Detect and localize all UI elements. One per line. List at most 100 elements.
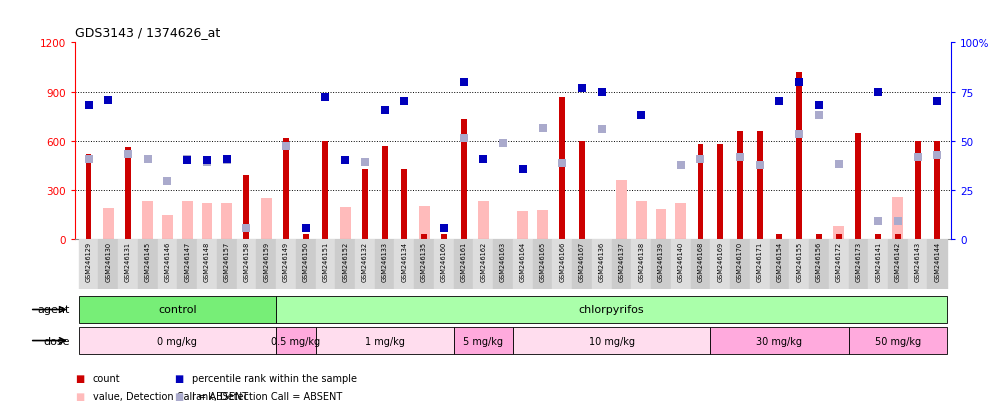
Bar [612, 240, 631, 289]
Text: count: count [93, 373, 121, 383]
Bar [283, 138, 289, 240]
Bar [142, 202, 153, 240]
Text: GSM246169: GSM246169 [717, 241, 723, 281]
Text: GSM246165: GSM246165 [540, 241, 546, 281]
Bar [836, 235, 842, 240]
Bar [217, 240, 237, 289]
Text: GSM246157: GSM246157 [224, 241, 230, 281]
Text: GSM246172: GSM246172 [836, 241, 842, 281]
Bar [276, 328, 316, 354]
Bar [401, 169, 407, 240]
Bar [690, 240, 710, 289]
Bar [875, 235, 881, 240]
Bar [340, 208, 351, 240]
Text: GSM246151: GSM246151 [323, 241, 329, 281]
Bar [572, 240, 592, 289]
Text: GDS3143 / 1374626_at: GDS3143 / 1374626_at [75, 26, 220, 39]
Text: GSM246161: GSM246161 [460, 241, 466, 281]
Text: agent: agent [37, 305, 70, 315]
Text: rank, Detection Call = ABSENT: rank, Detection Call = ABSENT [192, 392, 343, 401]
Bar [829, 240, 849, 289]
Text: GSM246167: GSM246167 [579, 241, 585, 281]
Bar [137, 240, 157, 289]
Text: value, Detection Call = ABSENT: value, Detection Call = ABSENT [93, 392, 248, 401]
Text: control: control [158, 305, 196, 315]
Text: 10 mg/kg: 10 mg/kg [589, 336, 634, 346]
Bar [849, 240, 869, 289]
Text: GSM246131: GSM246131 [125, 241, 131, 281]
Text: 0 mg/kg: 0 mg/kg [157, 336, 197, 346]
Text: ■: ■ [75, 392, 84, 401]
Bar [750, 240, 770, 289]
Text: chlorpyrifos: chlorpyrifos [579, 305, 644, 315]
Bar [856, 133, 862, 240]
Bar [323, 141, 329, 240]
Text: GSM246143: GSM246143 [914, 241, 920, 281]
Text: GSM246146: GSM246146 [164, 241, 170, 281]
Text: GSM246159: GSM246159 [263, 241, 269, 281]
Bar [675, 204, 686, 240]
Bar [655, 209, 666, 240]
Bar [125, 148, 130, 240]
Text: GSM246150: GSM246150 [303, 241, 309, 281]
Text: GSM246160: GSM246160 [441, 241, 447, 281]
Bar [86, 154, 92, 240]
Bar [888, 240, 907, 289]
Bar [907, 240, 927, 289]
Bar [355, 240, 374, 289]
Bar [276, 297, 947, 323]
Bar [789, 240, 809, 289]
Bar [478, 202, 489, 240]
Bar [362, 169, 368, 240]
Bar [895, 235, 900, 240]
Bar [119, 240, 137, 289]
Text: GSM246134: GSM246134 [401, 241, 407, 281]
Text: GSM246171: GSM246171 [757, 241, 763, 281]
Bar [182, 202, 192, 240]
Bar [454, 240, 473, 289]
Text: GSM246147: GSM246147 [184, 241, 190, 281]
Text: percentile rank within the sample: percentile rank within the sample [192, 373, 358, 383]
Bar [261, 199, 272, 240]
Bar [517, 212, 528, 240]
Text: GSM246164: GSM246164 [520, 241, 526, 281]
Text: GSM246156: GSM246156 [816, 241, 822, 281]
Bar [336, 240, 355, 289]
Bar [177, 240, 197, 289]
Text: GSM246132: GSM246132 [362, 241, 368, 281]
Bar [276, 240, 296, 289]
Bar [809, 240, 829, 289]
Bar [394, 240, 414, 289]
Bar [460, 120, 466, 240]
Bar [617, 181, 626, 240]
Text: ■: ■ [174, 373, 183, 383]
Text: GSM246144: GSM246144 [934, 241, 940, 281]
Bar [592, 240, 612, 289]
Bar [316, 240, 336, 289]
Bar [537, 211, 548, 240]
Bar [197, 240, 217, 289]
Text: 50 mg/kg: 50 mg/kg [874, 336, 921, 346]
Text: GSM246155: GSM246155 [796, 241, 802, 281]
Bar [421, 235, 427, 240]
Bar [796, 73, 802, 240]
Bar [418, 207, 429, 240]
Text: GSM246136: GSM246136 [599, 241, 605, 281]
Text: GSM246148: GSM246148 [204, 241, 210, 281]
Bar [816, 235, 822, 240]
Bar [651, 240, 671, 289]
Text: GSM246137: GSM246137 [619, 241, 624, 281]
Bar [710, 240, 730, 289]
Bar [560, 97, 566, 240]
Bar [579, 141, 585, 240]
Bar [737, 132, 743, 240]
Bar [79, 328, 276, 354]
Bar [296, 240, 316, 289]
Bar [441, 235, 447, 240]
Bar [221, 204, 232, 240]
Text: GSM246154: GSM246154 [777, 241, 783, 281]
Bar [730, 240, 750, 289]
Bar [381, 146, 387, 240]
Bar [316, 328, 454, 354]
Bar [103, 209, 114, 240]
